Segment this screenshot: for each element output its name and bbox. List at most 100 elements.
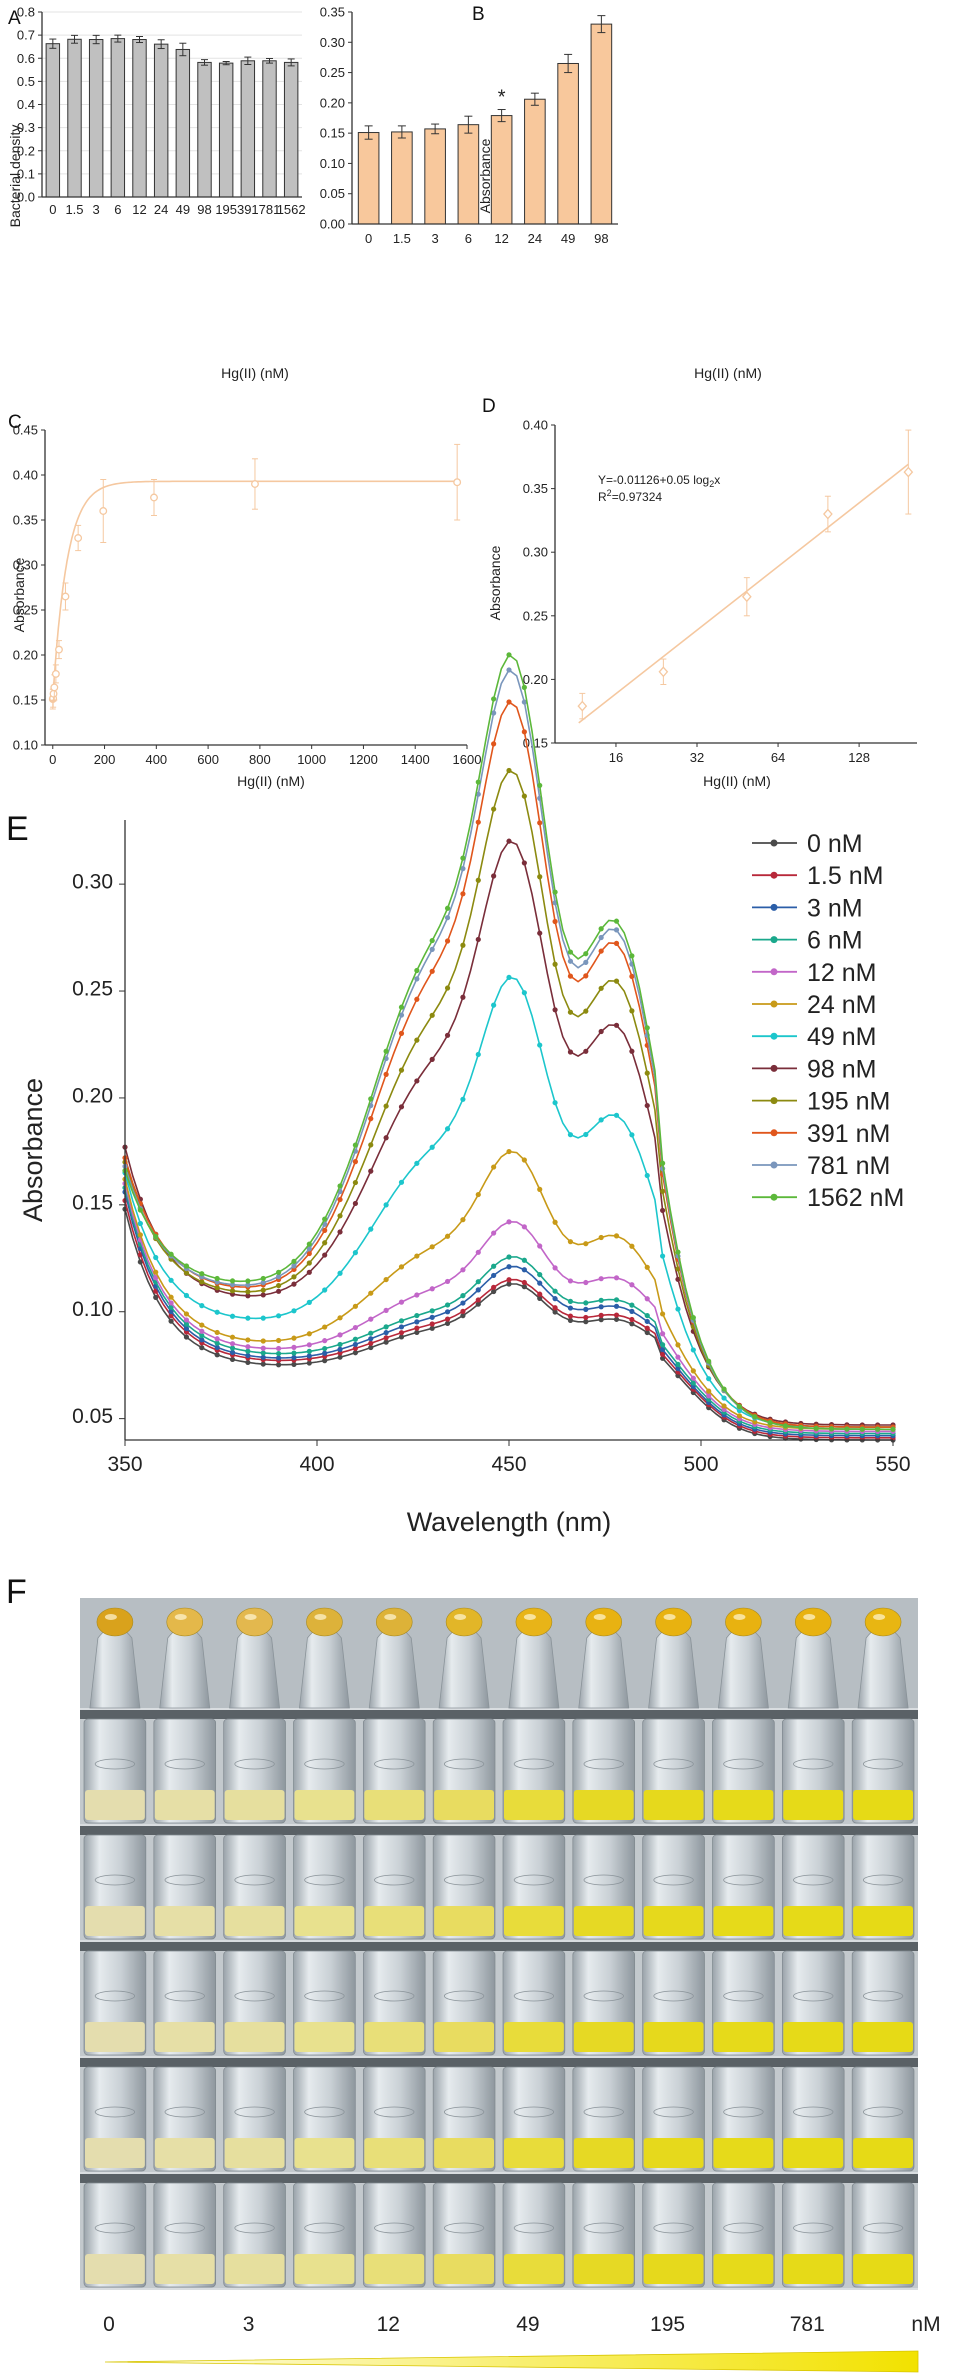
panel-a-bar — [132, 39, 147, 198]
panel-e-series-marker — [245, 1315, 251, 1321]
panel-e-series-marker — [521, 684, 527, 690]
photo-vial-meniscus — [723, 2106, 764, 2118]
panel-e-series-marker — [306, 1269, 312, 1275]
panel-e-series-marker — [306, 1246, 312, 1252]
photo-inverted-tube — [438, 1626, 490, 1709]
panel-b-xlabel: Hg(II) (nM) — [694, 365, 762, 381]
photo-vial-meniscus — [443, 2106, 485, 2118]
panel-e-series-marker — [414, 1037, 420, 1043]
photo-droplet-highlight — [454, 1614, 467, 1620]
panel-e-legend-marker — [770, 1161, 778, 1169]
panel-a-bar — [240, 60, 256, 198]
panel-e-series-marker — [368, 1290, 374, 1296]
panel-d-r2: R2=0.97324 — [598, 488, 662, 504]
panel-e-series-marker — [337, 1341, 343, 1348]
photo-vial-meniscus — [862, 2106, 904, 2118]
panel-a-y-tick-label: 0.3 — [17, 120, 35, 135]
photo-vial-liquid — [504, 2022, 564, 2052]
panel-c-x-tick-label: 800 — [249, 752, 271, 767]
photo-vial-meniscus — [304, 1758, 345, 1770]
photo-inverted-tube — [508, 1626, 560, 1709]
panel-e-series-marker — [552, 961, 558, 967]
panel-e-series-marker — [183, 1321, 190, 1327]
panel-e-y-tick-label: 0.20 — [72, 1084, 113, 1107]
panel-e-legend-marker — [770, 1000, 778, 1008]
panel-c-data-point — [150, 493, 158, 502]
photo-inverted-tube — [368, 1626, 420, 1709]
panel-e-series-marker — [368, 1336, 374, 1342]
panel-e-series-marker — [460, 855, 466, 861]
panel-e-legend-label: 1562 nM — [807, 1184, 904, 1212]
panel-e-series-marker — [276, 1355, 282, 1361]
panel-e-series-marker — [475, 819, 481, 825]
panel-a-x-tick-label: 781 — [259, 202, 281, 217]
panel-e-series-marker — [245, 1348, 251, 1354]
panel-e-series-marker — [675, 1306, 681, 1312]
panel-e-series-marker — [491, 806, 497, 812]
panel-e-series-marker — [414, 1078, 420, 1084]
photo-vial-liquid — [504, 2254, 564, 2284]
photo-inverted-tube — [229, 1626, 281, 1709]
panel-e-series-marker — [690, 1375, 696, 1381]
panel-e-series-marker — [306, 1331, 312, 1337]
panel-e-series-marker — [168, 1304, 174, 1310]
panel-e-series-marker — [660, 1188, 666, 1194]
panel-e-series-marker — [306, 1342, 312, 1348]
photo-vial-liquid — [434, 1790, 494, 1820]
concentration-gradient-wedge — [104, 2350, 919, 2373]
panel-c-y-tick-label: 0.15 — [13, 693, 38, 708]
panel-e-series-marker — [429, 1314, 435, 1320]
panel-e-series-marker — [153, 1275, 159, 1281]
panel-e-series-marker — [521, 729, 527, 735]
photo-vial-meniscus — [94, 1758, 136, 1770]
panel-b-x-tick-label: 24 — [528, 231, 542, 246]
panel-e-series-marker — [368, 1226, 374, 1232]
panel-e-series-marker — [183, 1263, 190, 1269]
panel-e-series-marker — [491, 1284, 497, 1290]
panel-b-bar — [424, 128, 446, 225]
panel-e-series-marker — [567, 1313, 574, 1319]
panel-e-series-marker — [460, 1217, 466, 1223]
photo-droplet — [655, 1607, 692, 1637]
panel-e-series-marker — [629, 1132, 635, 1138]
photo-vial-liquid — [85, 1790, 145, 1820]
panel-a-bar — [262, 60, 277, 198]
photo-vial-liquid — [573, 2022, 634, 2052]
panel-b-y-tick-label: 0.15 — [320, 126, 345, 141]
photo-vial-liquid — [364, 2138, 425, 2168]
panel-e-series-marker — [460, 866, 466, 872]
panel-e-series-marker — [383, 1276, 389, 1283]
panel-e-series-marker — [644, 1325, 650, 1331]
photo-vial-liquid — [294, 2254, 355, 2284]
photo-vial-meniscus — [513, 2222, 555, 2234]
panel-e-legend-label: 195 nM — [807, 1088, 890, 1116]
photo-vial-meniscus — [94, 1874, 136, 1886]
panel-e-series-marker — [229, 1288, 236, 1294]
panel-e-series-marker — [383, 1330, 389, 1336]
panel-e-series-marker — [675, 1361, 681, 1367]
photo-vial-liquid — [783, 2022, 844, 2052]
photo-vial-liquid — [713, 2254, 774, 2284]
panel-d-data-point — [823, 508, 833, 520]
panel-e-series-marker — [690, 1368, 696, 1374]
photo-vial-row — [80, 1710, 918, 1824]
panel-e-series-marker — [260, 1361, 266, 1367]
panel-e-series-marker — [368, 1096, 374, 1102]
panel-e-series-marker — [537, 782, 543, 789]
panel-e-series-marker — [537, 820, 543, 826]
photo-vial-liquid — [713, 2138, 774, 2168]
panel-e-legend-label: 24 nM — [807, 991, 876, 1019]
panel-a-bar — [110, 38, 126, 198]
panel-e-series-line — [124, 1208, 893, 1441]
panel-e-series-marker — [475, 1279, 481, 1285]
panel-e-series-marker — [444, 985, 451, 991]
photo-droplet — [445, 1607, 483, 1637]
panel-e-series-marker — [506, 667, 512, 673]
panel-e-series-marker — [398, 1067, 405, 1073]
panel-e-series-marker — [598, 926, 604, 932]
panel-e-series-marker — [767, 1420, 773, 1426]
panel-e-ylabel: Absorbance — [18, 1078, 48, 1222]
panel-e-series-marker — [352, 1303, 358, 1309]
panel-e-series-marker — [521, 1267, 527, 1273]
panel-e-series-marker — [291, 1308, 297, 1314]
